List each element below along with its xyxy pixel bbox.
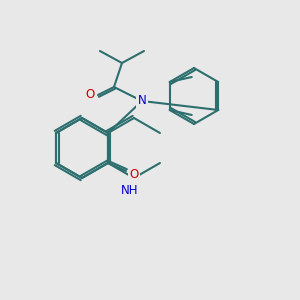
Text: O: O (129, 167, 139, 181)
Text: O: O (85, 88, 94, 101)
Text: N: N (138, 94, 146, 107)
Text: NH: NH (121, 184, 139, 196)
